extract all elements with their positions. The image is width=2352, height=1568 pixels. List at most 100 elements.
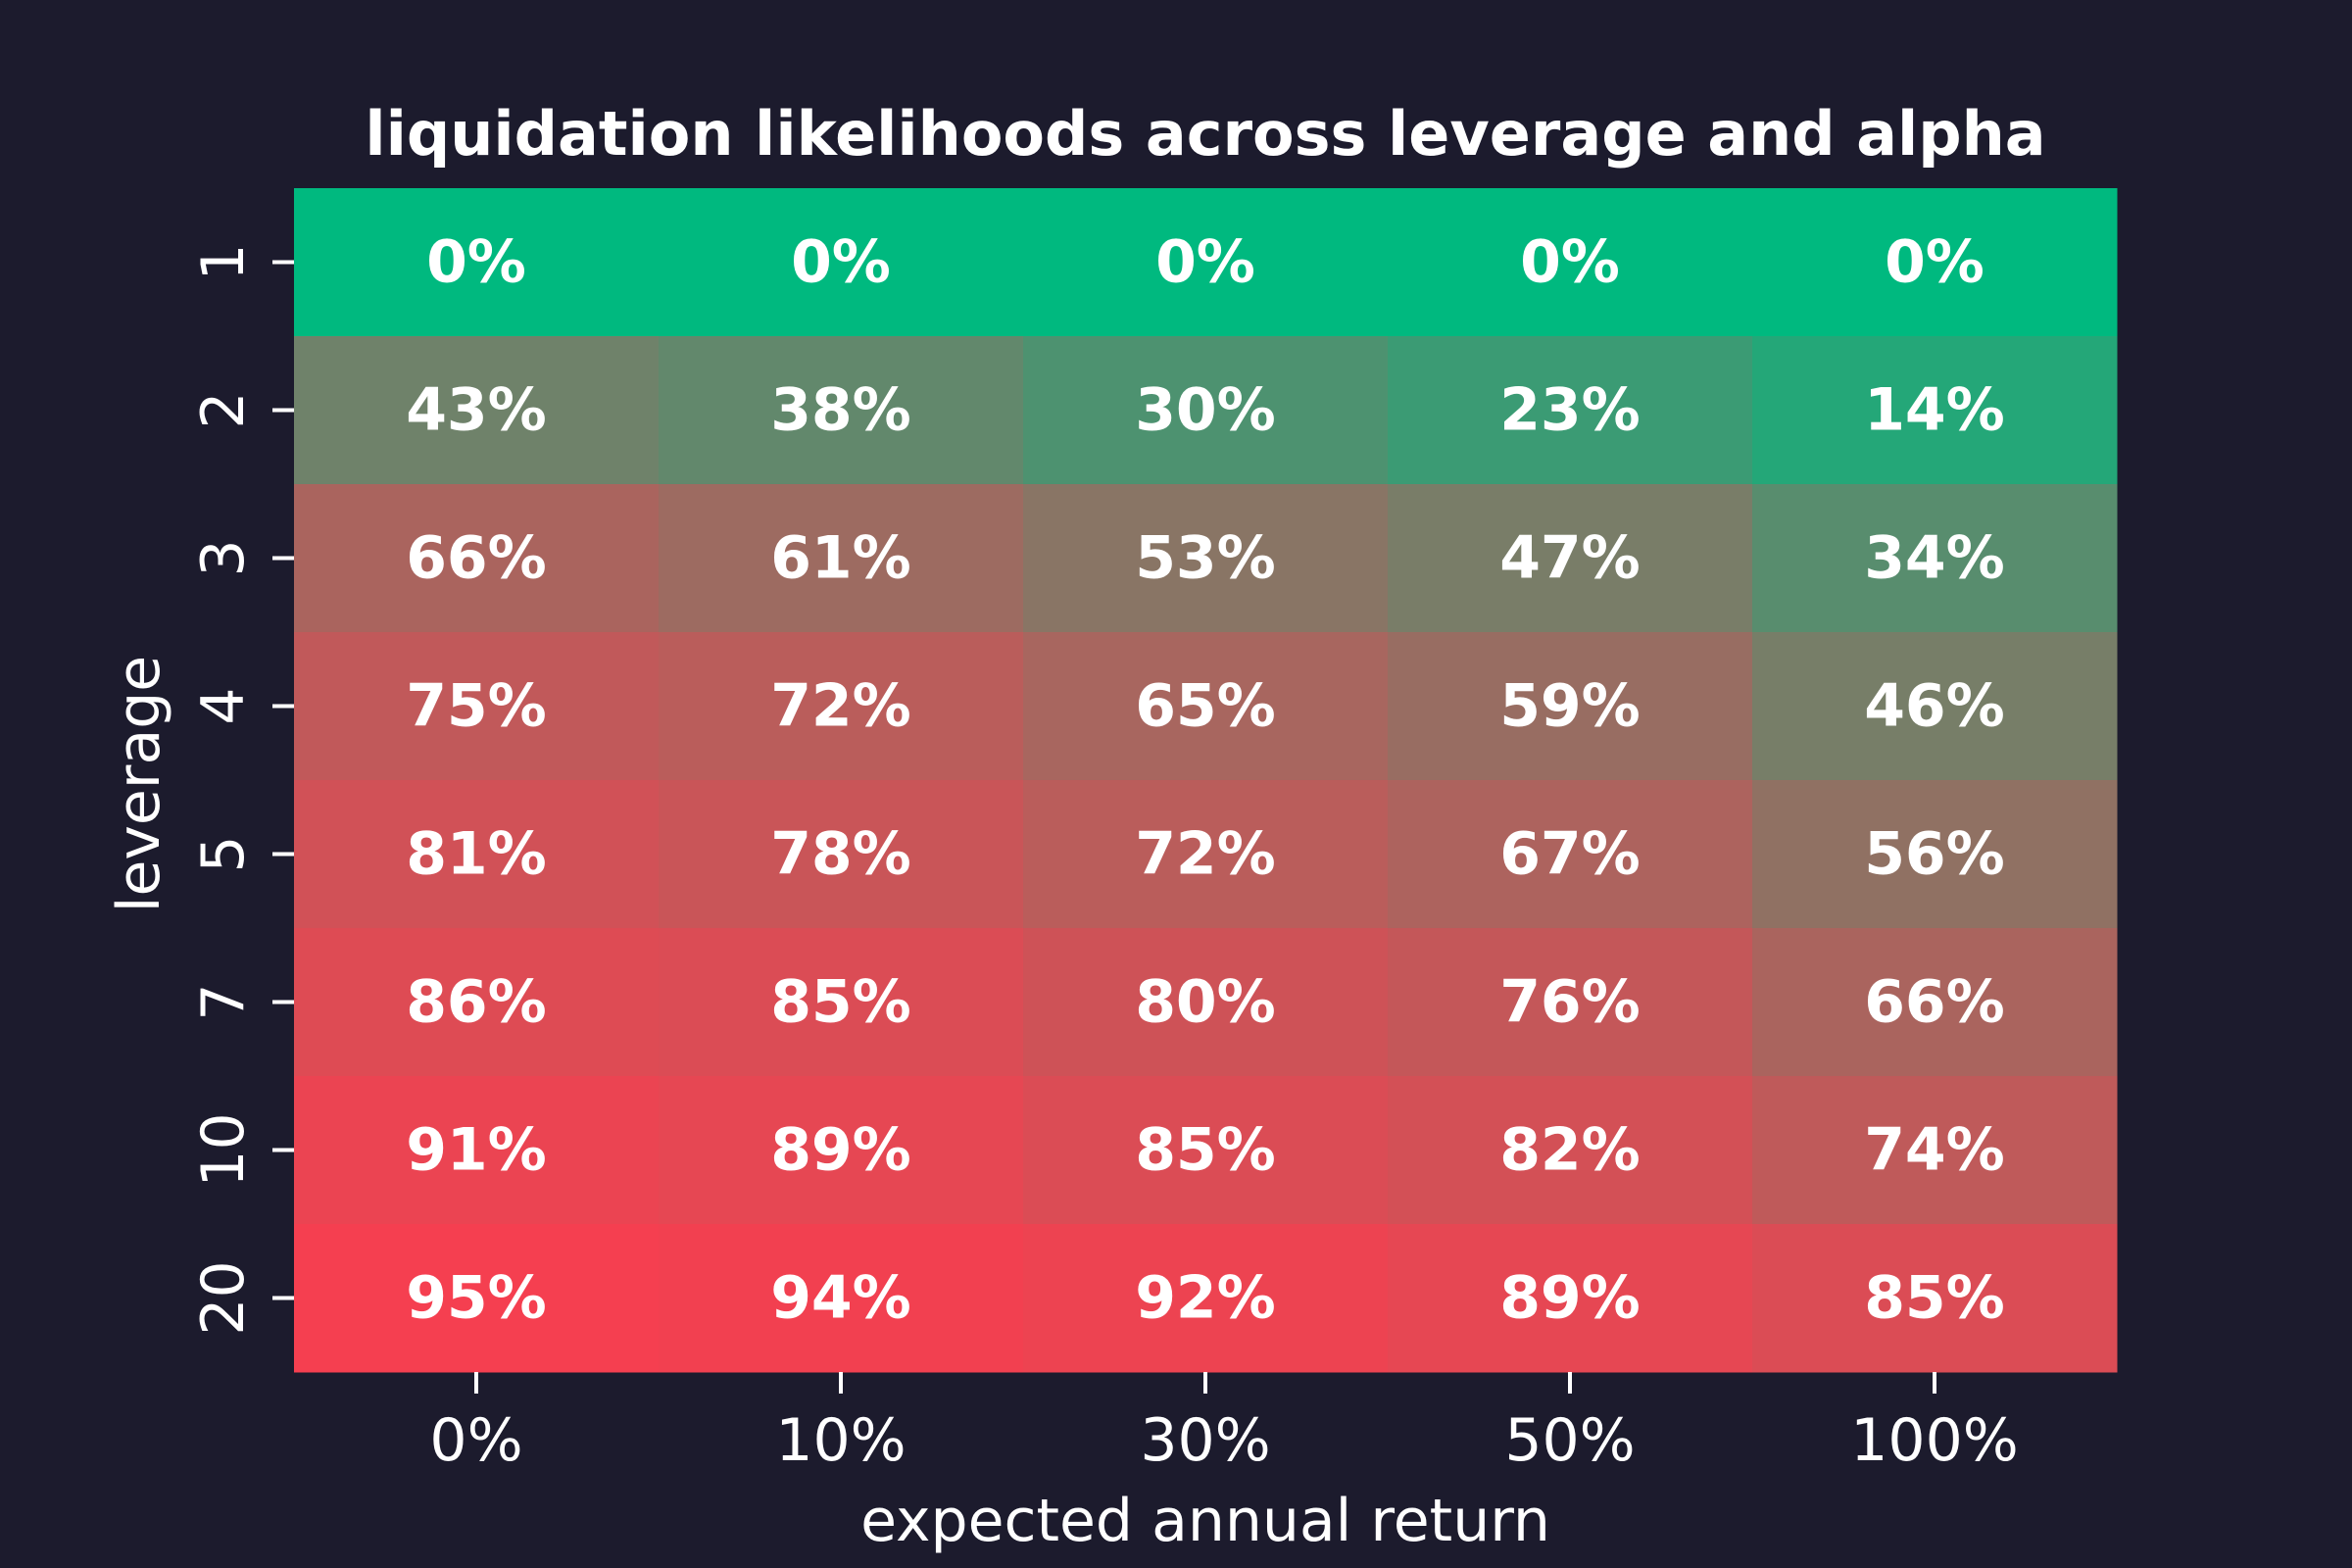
y-tick-label: 1: [189, 243, 258, 280]
x-tick-label: 0%: [429, 1406, 522, 1475]
heatmap-cell-value: 72%: [1135, 820, 1276, 889]
heatmap-cell-value: 89%: [770, 1116, 911, 1185]
heatmap-cells: [294, 188, 2118, 1373]
heatmap-cell-value: 89%: [1499, 1264, 1641, 1333]
heatmap-cell: [659, 780, 1024, 929]
heatmap-cell-value: 92%: [1135, 1264, 1276, 1333]
y-tick-label: 4: [189, 687, 258, 724]
x-tick-label: 30%: [1140, 1406, 1270, 1475]
heatmap-cell-value: 47%: [1499, 524, 1641, 593]
heatmap-cell-value: 75%: [406, 672, 547, 741]
heatmap-cell: [1752, 188, 2118, 337]
heatmap-cell: [1752, 780, 2118, 929]
heatmap-cell-value: 78%: [770, 820, 911, 889]
heatmap-cell: [294, 188, 660, 337]
heatmap-cell-value: 85%: [1864, 1264, 2005, 1333]
heatmap-cell: [659, 632, 1024, 781]
heatmap-cell-value: 38%: [770, 376, 911, 445]
heatmap-cell-value: 53%: [1135, 524, 1276, 593]
heatmap-cell-value: 85%: [1135, 1116, 1276, 1185]
heatmap-cell: [1388, 336, 1753, 485]
heatmap-cell: [659, 188, 1024, 337]
heatmap-cell-value: 0%: [791, 228, 891, 297]
heatmap-cell-value: 34%: [1864, 524, 2005, 593]
heatmap-cell: [294, 336, 660, 485]
heatmap-cell-value: 95%: [406, 1264, 547, 1333]
heatmap-cell: [1023, 484, 1389, 633]
heatmap-cell: [659, 928, 1024, 1077]
heatmap-cell-value: 86%: [406, 968, 547, 1037]
heatmap-cell-value: 85%: [770, 968, 911, 1037]
heatmap-cell-value: 76%: [1499, 968, 1641, 1037]
heatmap-cell: [1752, 484, 2118, 633]
x-tick-label: 50%: [1504, 1406, 1635, 1475]
heatmap-cell: [294, 632, 660, 781]
y-tick-label: 3: [189, 539, 258, 576]
x-axis-label: expected annual return: [860, 1487, 1550, 1555]
heatmap-cell-value: 0%: [1155, 228, 1255, 297]
y-tick-label: 7: [189, 983, 258, 1020]
heatmap-cell: [294, 1224, 660, 1373]
y-tick-label: 10: [189, 1112, 258, 1187]
heatmap-cell-value: 74%: [1864, 1116, 2005, 1185]
heatmap-cell: [1388, 928, 1753, 1077]
heatmap-cell-value: 65%: [1135, 672, 1276, 741]
heatmap-cell: [1388, 1076, 1753, 1225]
heatmap-cell-value: 66%: [406, 524, 547, 593]
chart-title: liquidation likelihoods across leverage …: [365, 98, 2045, 170]
heatmap-cell: [659, 1076, 1024, 1225]
heatmap-cell-value: 82%: [1499, 1116, 1641, 1185]
heatmap-cell: [1023, 928, 1389, 1077]
heatmap-cell: [659, 484, 1024, 633]
heatmap-cell-value: 43%: [406, 376, 547, 445]
heatmap-cell-value: 14%: [1864, 376, 2005, 445]
y-tick-label: 20: [189, 1260, 258, 1335]
heatmap-cell: [1023, 188, 1389, 337]
heatmap-cell-value: 81%: [406, 820, 547, 889]
heatmap-cell: [294, 484, 660, 633]
heatmap-cell-value: 94%: [770, 1264, 911, 1333]
heatmap-cell: [294, 1076, 660, 1225]
heatmap-cell: [1388, 1224, 1753, 1373]
heatmap-cell-value: 0%: [1885, 228, 1984, 297]
heatmap-cell: [294, 928, 660, 1077]
heatmap-cell: [1752, 1076, 2118, 1225]
heatmap-cell-value: 0%: [1520, 228, 1620, 297]
heatmap-cell: [294, 780, 660, 929]
heatmap-cell: [1752, 928, 2118, 1077]
heatmap-cell: [1752, 1224, 2118, 1373]
heatmap-cell: [1752, 336, 2118, 485]
heatmap-cell-value: 23%: [1499, 376, 1641, 445]
y-tick-label: 2: [189, 391, 258, 428]
heatmap-cell: [1023, 1224, 1389, 1373]
heatmap-cell: [1388, 780, 1753, 929]
heatmap-cell-value: 0%: [426, 228, 526, 297]
heatmap-cell-value: 56%: [1864, 820, 2005, 889]
heatmap-cell-value: 66%: [1864, 968, 2005, 1037]
heatmap-cell-value: 67%: [1499, 820, 1641, 889]
heatmap-cell: [659, 1224, 1024, 1373]
heatmap-cell-value: 59%: [1499, 672, 1641, 741]
heatmap-cell: [1388, 632, 1753, 781]
heatmap-cell: [1388, 188, 1753, 337]
heatmap-cell-value: 30%: [1135, 376, 1276, 445]
x-tick-label: 10%: [775, 1406, 906, 1475]
heatmap-cell-value: 46%: [1864, 672, 2005, 741]
x-axis: 0% 10% 30% 50% 100%: [429, 1372, 2019, 1475]
y-axis: 1 2 3 4 5 7 10 20: [189, 243, 294, 1336]
heatmap-cell: [1023, 632, 1389, 781]
heatmap-cell: [1023, 780, 1389, 929]
heatmap-cell-value: 61%: [770, 524, 911, 593]
x-tick-label: 100%: [1850, 1406, 2019, 1475]
heatmap-cell: [1023, 336, 1389, 485]
heatmap-cell-labels: 0% 0% 0% 0% 0% 43% 38% 30% 23% 14% 66% 61% 53% 47% 34%…: [406, 228, 2005, 1333]
heatmap-cell: [659, 336, 1024, 485]
heatmap-cell: [1752, 632, 2118, 781]
heatmap-cell-value: 91%: [406, 1116, 547, 1185]
heatmap-cell-value: 72%: [770, 672, 911, 741]
heatmap-cell: [1388, 484, 1753, 633]
y-axis-label: leverage: [105, 656, 173, 912]
y-tick-label: 5: [189, 835, 258, 872]
heatmap-cell-value: 80%: [1135, 968, 1276, 1037]
